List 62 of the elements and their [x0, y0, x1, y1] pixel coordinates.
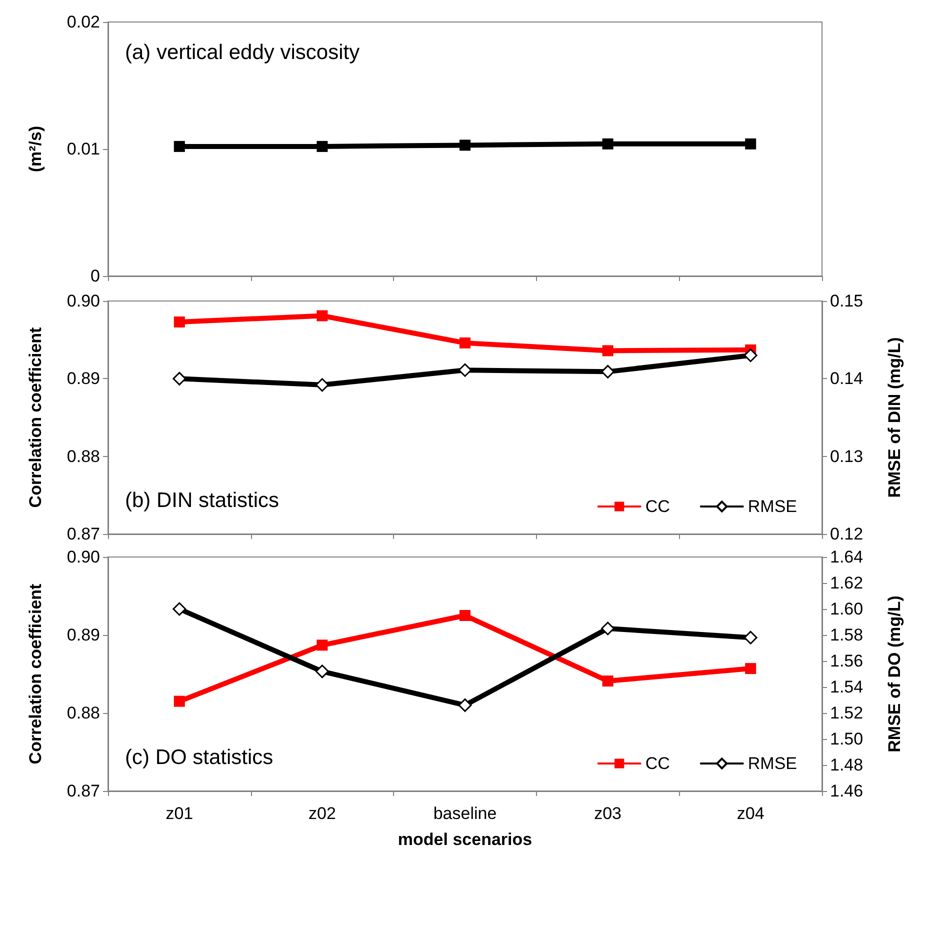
- x-tick-label: z01: [166, 804, 194, 823]
- y2-axis-title: RMSE of DO (mg/L): [885, 596, 904, 752]
- point: [744, 630, 758, 644]
- y2-axis-title: RMSE of DIN (mg/L): [885, 337, 904, 498]
- y2-tick-label: 1.52: [830, 704, 864, 722]
- y2-tick-label: 1.64: [830, 548, 864, 566]
- point: [460, 610, 470, 621]
- annotation: (a) vertical eddy viscosity: [125, 41, 360, 64]
- point: [315, 378, 329, 392]
- point: [172, 372, 186, 386]
- y-tick-label: 0.01: [66, 140, 100, 158]
- y-tick-label: 0: [90, 266, 100, 286]
- y-axis-title: (m²/s): [26, 126, 45, 172]
- y-axis-title: Correlation coefficient: [26, 326, 45, 508]
- y-tick-label: 0.87: [66, 782, 100, 800]
- point: [745, 663, 756, 674]
- y2-tick-label: 1.56: [830, 652, 864, 670]
- y2-tick-label: 1.62: [830, 574, 864, 592]
- point: [174, 696, 185, 707]
- point: [316, 310, 328, 322]
- y2-tick-label: 1.46: [830, 782, 864, 800]
- point: [458, 698, 472, 712]
- annotation: (b) DIN statistics: [125, 489, 280, 512]
- x-tick-label: baseline: [433, 804, 497, 823]
- y-tick-label: 0.89: [66, 369, 100, 388]
- legend-label: CC: [645, 497, 670, 516]
- y2-tick-label: 0.13: [830, 446, 864, 466]
- y2-tick-label: 1.60: [830, 600, 864, 618]
- legend-label: RMSE: [748, 497, 798, 516]
- point: [458, 363, 472, 377]
- point: [601, 364, 615, 378]
- x-tick-label: z04: [736, 804, 764, 823]
- y2-tick-label: 1.48: [830, 756, 864, 774]
- point: [315, 664, 329, 678]
- y2-tick-label: 0.14: [830, 369, 864, 388]
- y2-tick-label: 0.15: [830, 292, 864, 310]
- point: [601, 622, 615, 636]
- y-axis-title: Correlation coefficient: [26, 583, 45, 764]
- annotation: (c) DO statistics: [125, 746, 274, 769]
- legend-label: RMSE: [748, 754, 798, 773]
- y-tick-label: 0.88: [66, 704, 100, 722]
- point: [460, 337, 470, 348]
- y-tick-label: 0.87: [66, 524, 100, 544]
- y-tick-label: 0.88: [66, 446, 100, 466]
- y-tick-label: 0.02: [66, 12, 100, 32]
- y-tick-label: 0.89: [66, 626, 100, 644]
- y2-tick-label: 1.50: [830, 730, 864, 748]
- x-axis-title: model scenarios: [398, 830, 532, 849]
- point: [172, 602, 186, 616]
- y2-tick-label: 0.12: [830, 524, 864, 544]
- y2-tick-label: 1.54: [830, 678, 864, 696]
- x-tick-label: z02: [308, 804, 336, 823]
- point: [174, 316, 185, 328]
- y-tick-label: 0.90: [66, 548, 100, 566]
- y2-tick-label: 1.58: [830, 626, 864, 644]
- point: [602, 345, 614, 356]
- point: [602, 676, 614, 687]
- y-tick-label: 0.90: [66, 292, 100, 310]
- point: [316, 640, 328, 651]
- x-tick-label: z03: [594, 804, 622, 823]
- legend-label: CC: [645, 754, 670, 773]
- point: [744, 348, 758, 362]
